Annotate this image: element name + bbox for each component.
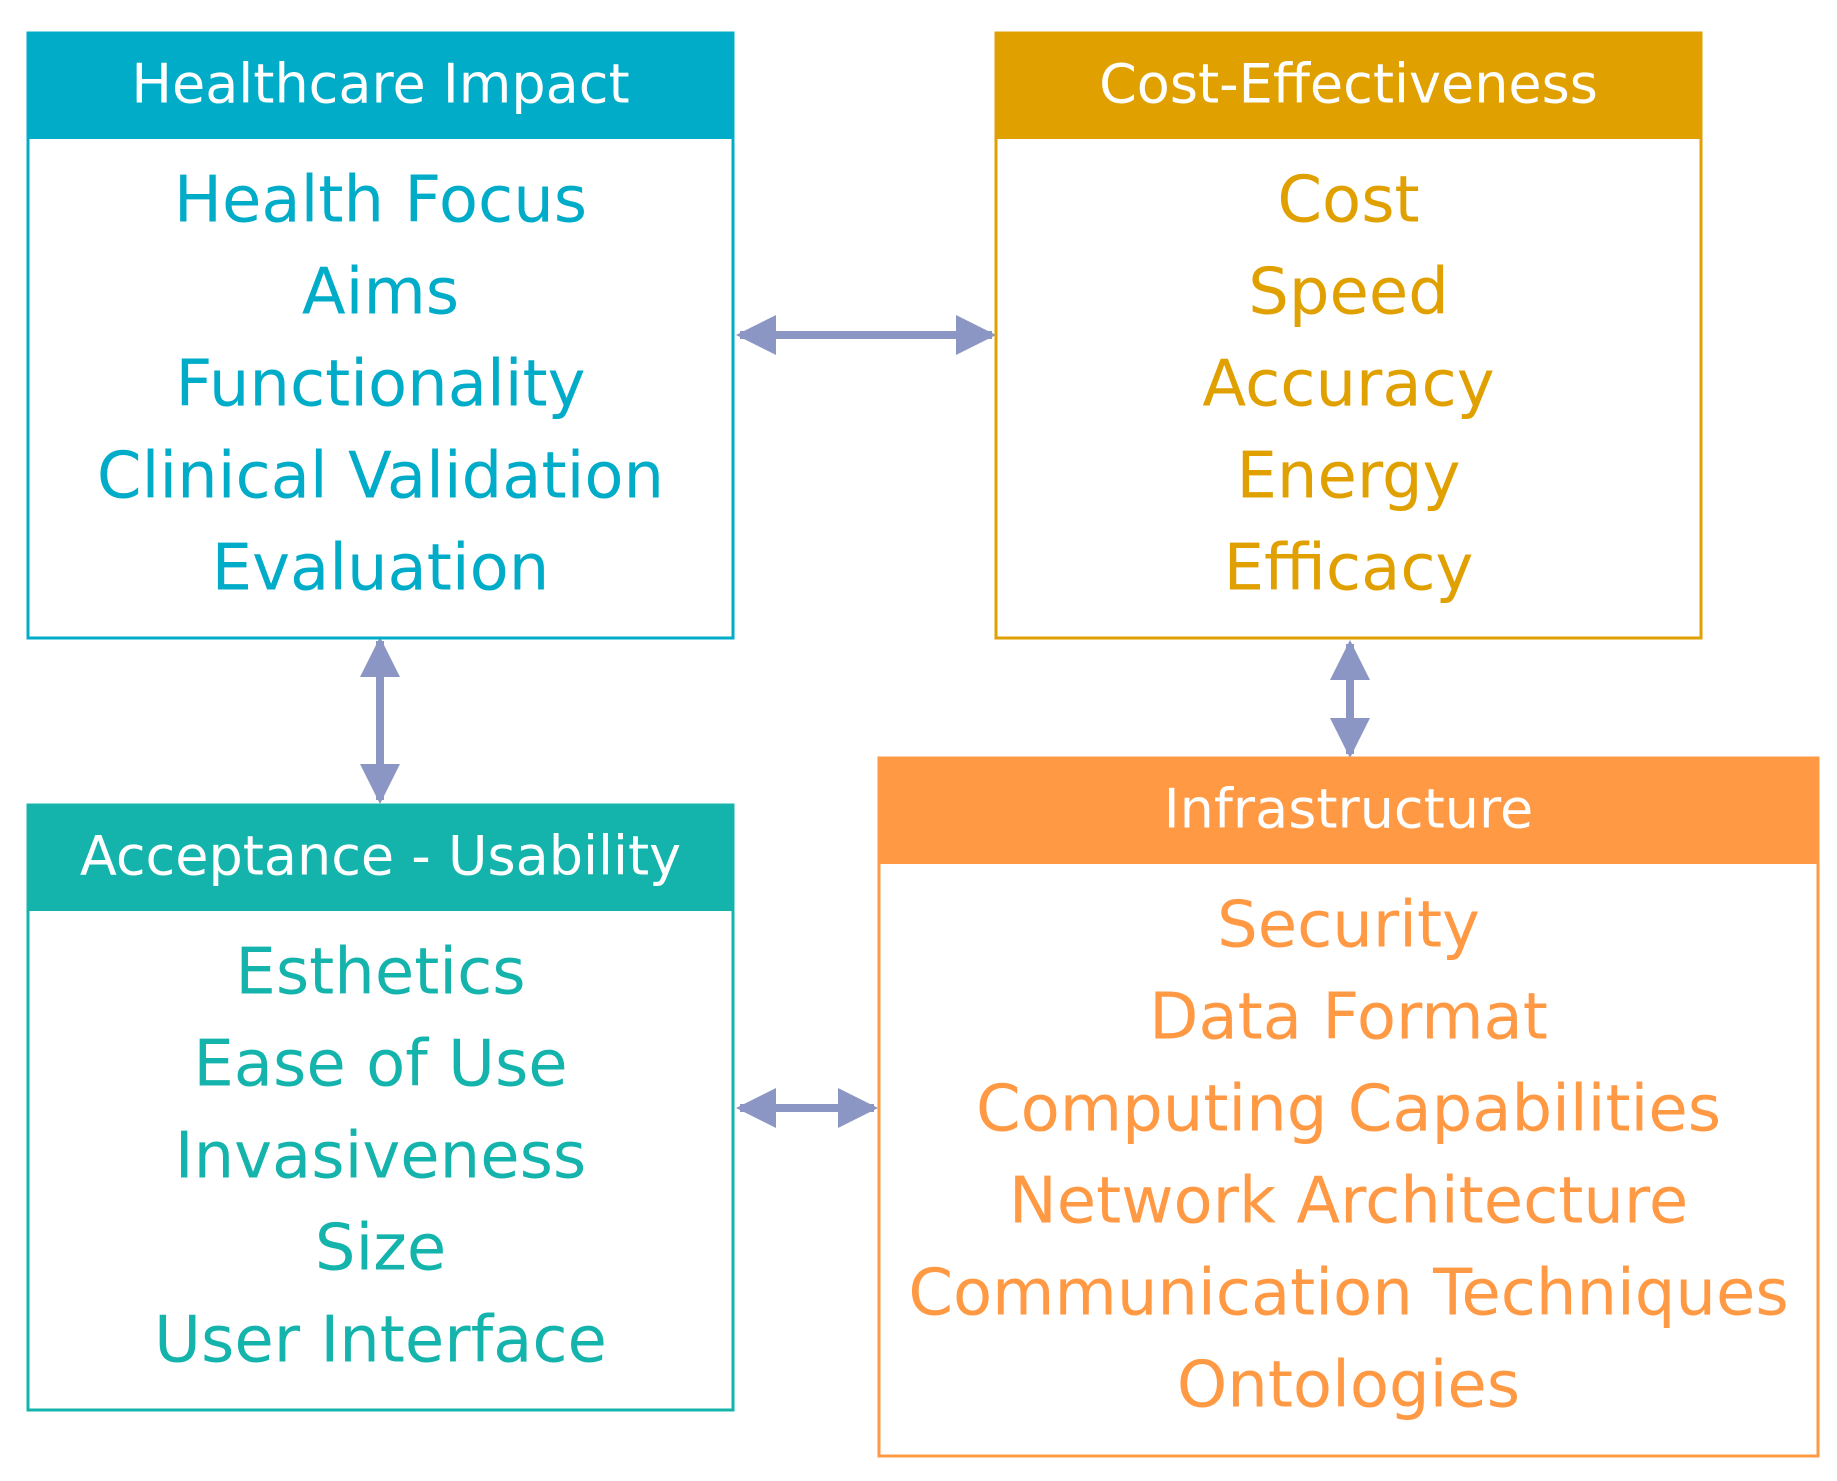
box-item: Ease of Use [193,1028,567,1102]
box-header [879,758,1818,864]
box-item: Speed [1248,256,1449,330]
box-item: Energy [1236,440,1460,514]
box-item: Data Format [1149,981,1548,1055]
box-item: Functionality [176,348,586,422]
box-item: Security [1217,889,1480,963]
box-title: Infrastructure [1164,778,1534,841]
box-item: Health Focus [174,164,587,238]
box-title: Cost-Effectiveness [1099,53,1598,116]
box-item: Clinical Validation [97,440,664,514]
box-item: Cost [1277,164,1419,238]
box-title: Healthcare Impact [131,53,629,116]
box-header [28,805,733,911]
box-item: Ontologies [1177,1349,1520,1423]
box [877,756,1820,1458]
box-item: Communication Techniques [908,1257,1788,1331]
box-item: Network Architecture [1009,1165,1688,1239]
box-item: Esthetics [235,936,525,1010]
box-item: Invasiveness [175,1120,587,1194]
box-item: Aims [302,256,459,330]
box-title: Acceptance - Usability [80,825,681,888]
box-item: Accuracy [1202,348,1494,422]
box-item: Evaluation [212,532,550,606]
box-header [28,33,733,139]
box-item: Computing Capabilities [976,1073,1721,1147]
box-item: Size [315,1212,446,1286]
box-item: Efficacy [1224,532,1474,606]
box-item: User Interface [154,1304,607,1378]
box-header [996,33,1701,139]
